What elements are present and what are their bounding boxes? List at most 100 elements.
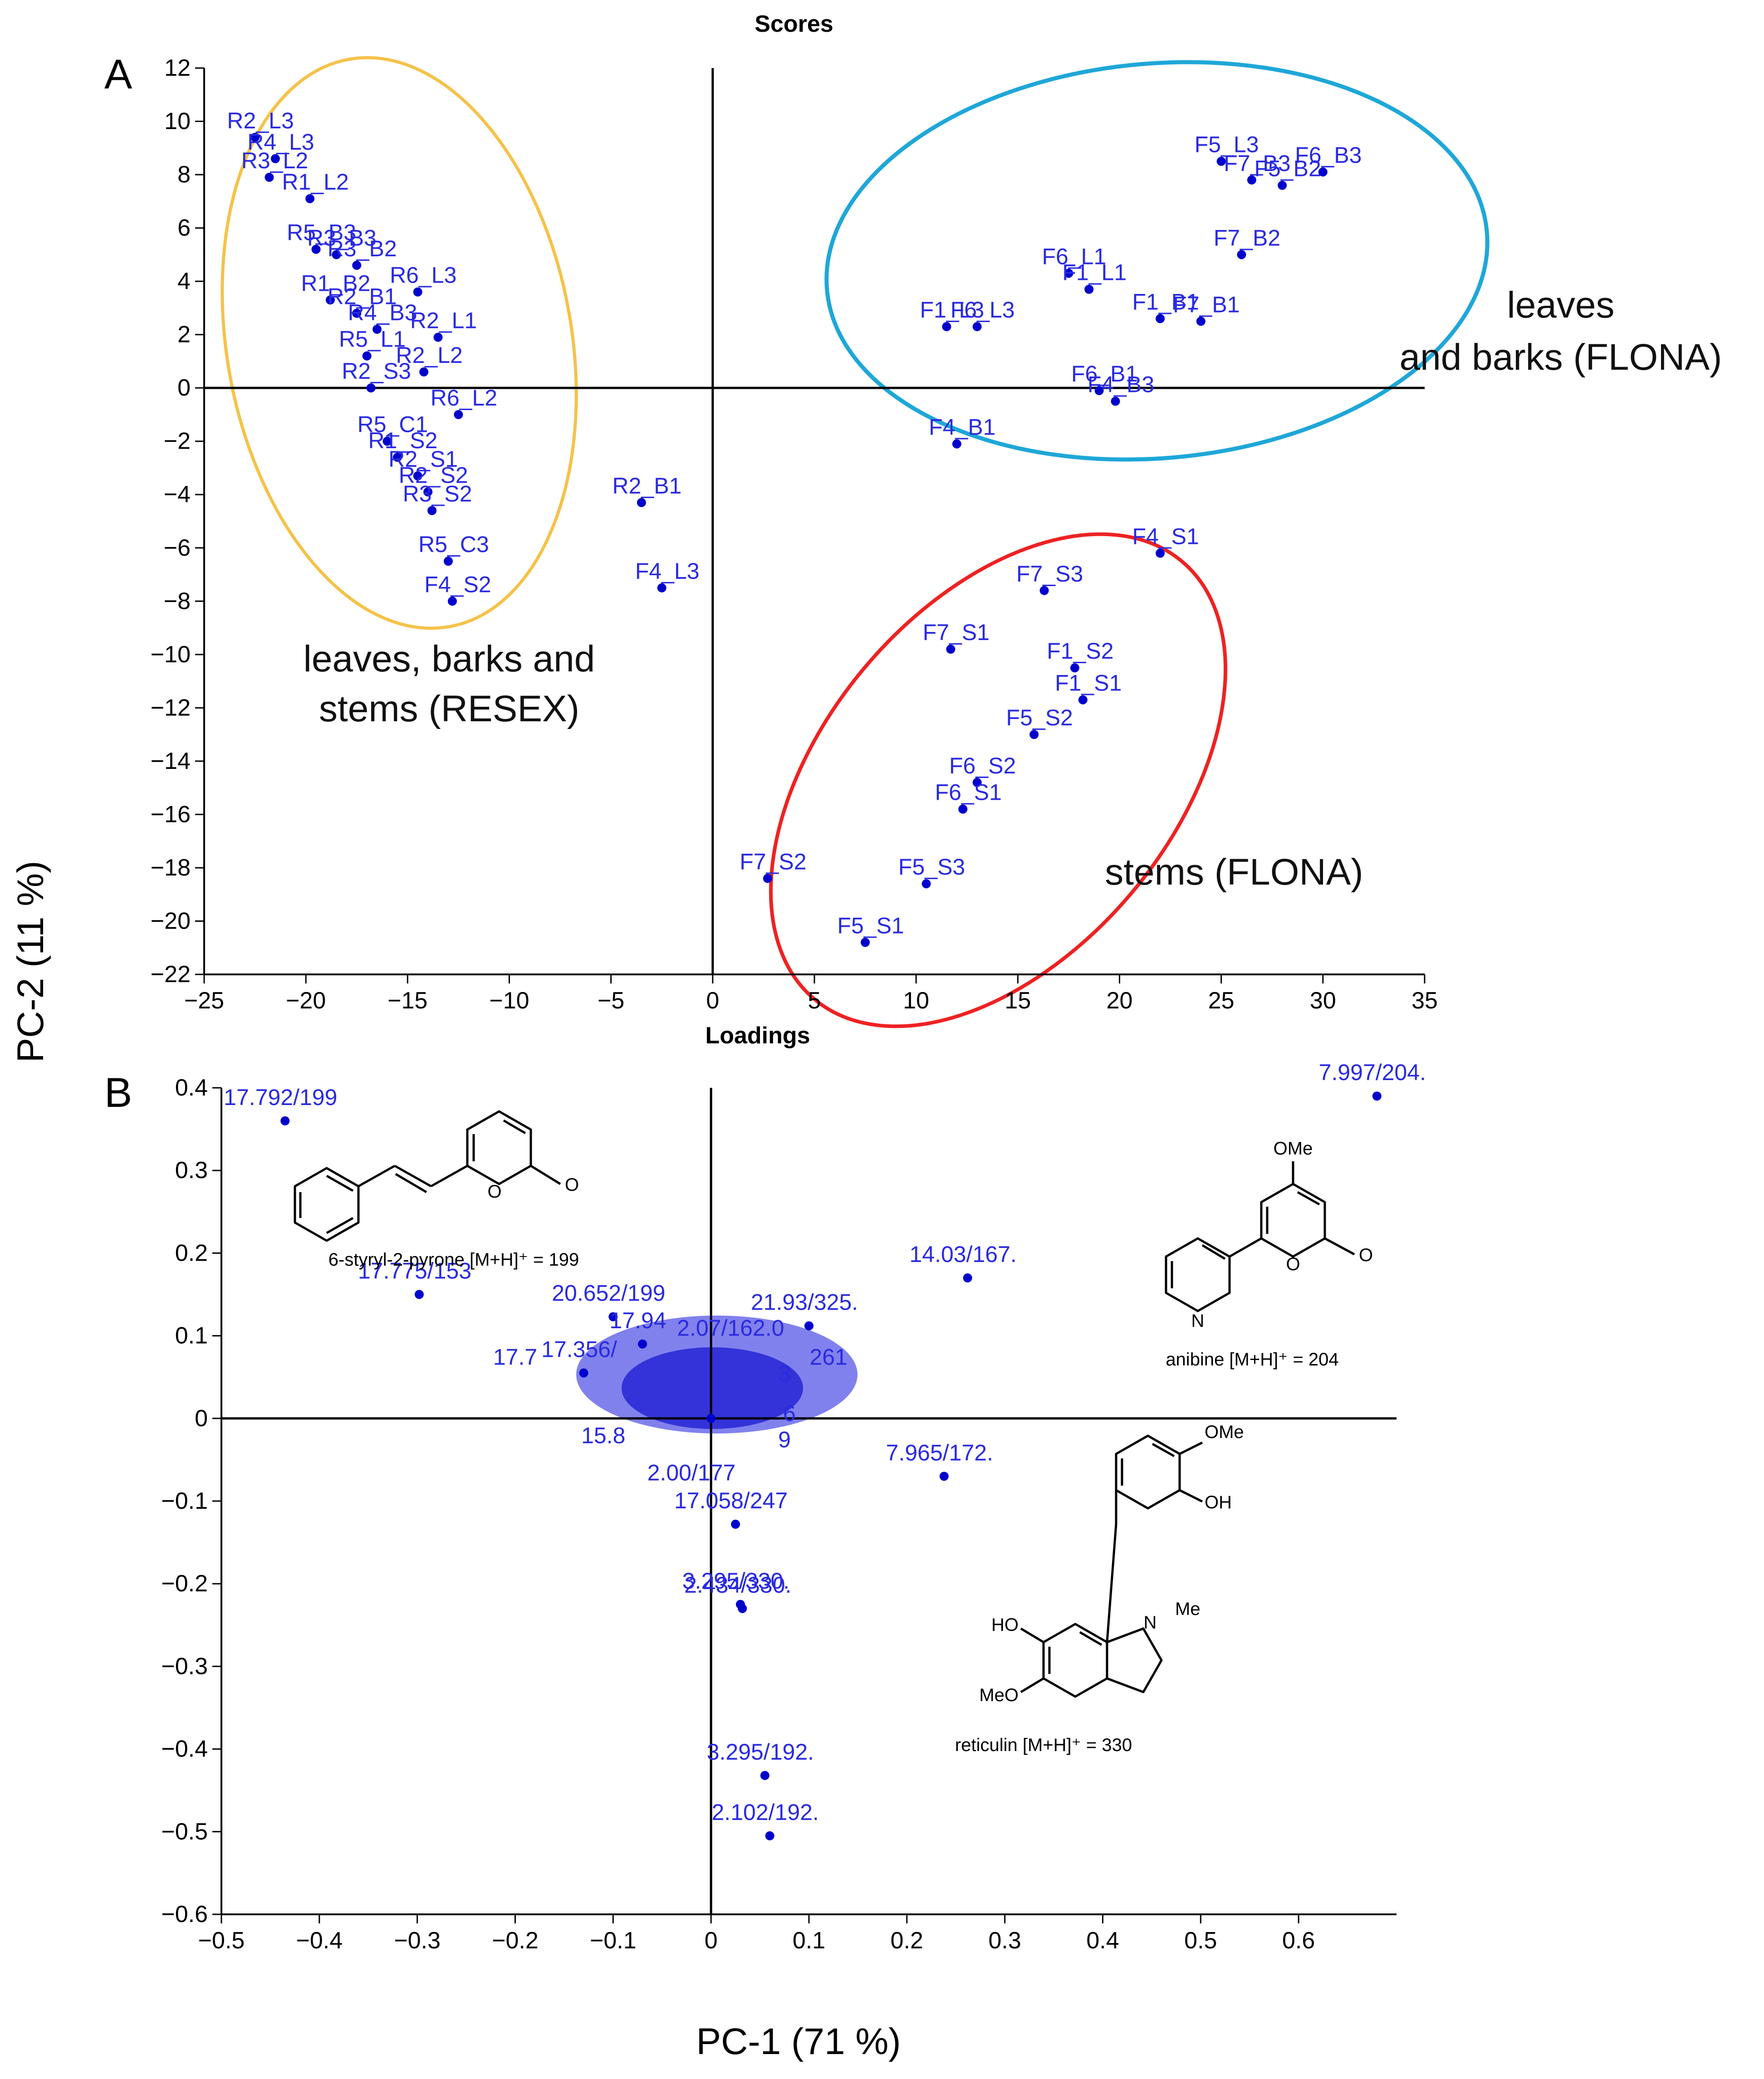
panel-a-data-point: [366, 383, 376, 393]
cluster-point-label: 261: [809, 1344, 847, 1370]
panel-a-y-tick-label: 4: [177, 268, 191, 294]
panel-a-point-label: R6_L2: [431, 385, 497, 411]
panel-a-point-label: F1_B1: [1132, 289, 1199, 314]
panel-b-y-tick-label: −0.6: [161, 1901, 208, 1927]
panel-a-point-label: R3_B3: [307, 225, 377, 250]
panel-a-point-label: R6_L3: [390, 263, 456, 288]
panel-a-point-label: F4_B3: [1088, 372, 1154, 397]
panel-a-point-label: R5_C3: [418, 532, 489, 557]
panel-a-x-tick-label: −20: [286, 988, 326, 1014]
panel-a-y-tick-label: −14: [151, 748, 191, 774]
panel-b-y-tick-label: 0.3: [175, 1157, 208, 1184]
panel-a-point-label: R2_B1: [612, 473, 681, 499]
panel-a-point-label: F5_S2: [1006, 705, 1073, 730]
panel-a-data-point: [763, 874, 772, 883]
cluster-point-label: 2.07/162.0: [677, 1316, 784, 1341]
panel-a-data-point: [1111, 396, 1120, 406]
group-ellipse-flona-stems: [769, 532, 1227, 1028]
panel-a-data-point: [413, 471, 422, 481]
panel-b-point-label: 17.775/153: [358, 1258, 471, 1284]
panel-a-point-label: R2_S2: [399, 462, 468, 488]
panel-a-y-tick-label: −16: [151, 801, 191, 827]
reticulin-oh-label: OH: [1205, 1492, 1232, 1512]
styryl-pyrone-caption: 6-styryl-2-pyrone [M+H]⁺ = 199: [328, 1250, 579, 1270]
panel-a-y-tick-label: −2: [164, 428, 191, 455]
panel-a-x-tick-label: 5: [808, 988, 821, 1014]
panel-b-y-tick-label: 0: [195, 1405, 208, 1432]
panel-a-data-point: [1094, 386, 1104, 396]
panel-a-point-label: F4_B1: [929, 415, 995, 440]
panel-a-data-point: [447, 597, 457, 606]
panel-a-x-tick-label: −5: [598, 988, 624, 1014]
styryl-pyrone-o-ring-label: O: [487, 1182, 501, 1202]
group-label-resex-line2: stems (RESEX): [319, 688, 579, 729]
panel-a-point-label: F1_S2: [1047, 638, 1113, 664]
panel-a-data-point: [433, 333, 443, 342]
panel-a-data-point: [952, 439, 961, 449]
panel-b-x-tick-label: −0.1: [590, 1927, 637, 1954]
panel-b: B −0.5 −0.4 −0.3 −0.2 −0.1 0 0.1 0.2 0.3 0.4 0.5 0.…: [104, 1060, 1426, 1954]
panel-a-point-label: F1_S1: [1055, 670, 1122, 696]
panel-a-axes: −25 −20 −15 −10 −5 0 5 10 15 20 25 30 35−22−20−18−16…: [151, 55, 1438, 1014]
group-label-flona-stems: stems (FLONA): [1105, 851, 1363, 893]
cluster-point-label: 17.7: [493, 1344, 537, 1370]
panel-b-data-point: [963, 1273, 972, 1283]
dense-point-cluster-core: [622, 1347, 803, 1429]
panel-a-data-point: [1064, 269, 1073, 278]
panel-a-data-point: [413, 287, 422, 297]
panel-a-point-label: R2_L2: [396, 342, 463, 368]
panel-b-x-tick-label: 0.6: [1282, 1927, 1315, 1954]
panel-b-point-label: 20.652/199: [552, 1281, 665, 1306]
panel-b-x-tick-label: −0.2: [492, 1927, 539, 1954]
reticulin-me-label: Me: [1175, 1599, 1200, 1619]
group-ellipse-flona-leaves-barks: [824, 60, 1490, 462]
panel-b-point-label: 17.792/199: [224, 1085, 337, 1110]
panel-b-y-tick-label: −0.2: [161, 1570, 208, 1597]
panel-a-data-point: [972, 778, 982, 787]
cluster-point-label: 6: [783, 1400, 796, 1426]
panel-a-data-point: [1216, 157, 1226, 166]
panel-a-point-label: R3_L2: [241, 148, 308, 173]
panel-a-point-label: F6_L3: [951, 297, 1015, 323]
panel-b-data-point: [706, 1414, 716, 1423]
panel-a-y-tick-label: −18: [151, 855, 191, 881]
panel-a-data-point: [250, 132, 260, 142]
panel-a-data-point: [427, 506, 437, 515]
anibine-n-label: N: [1191, 1311, 1205, 1331]
panel-a-title: Scores: [755, 11, 833, 37]
panel-a-x-tick-label: −25: [184, 988, 224, 1014]
panel-a-data-point: [332, 250, 341, 259]
panel-b-data-point: [608, 1312, 618, 1321]
x-axis-title: PC-1 (71 %): [696, 2021, 901, 2062]
panel-a-point-label: F5_B2: [1254, 156, 1321, 181]
panel-a-x-tick-label: 15: [1004, 988, 1031, 1014]
panel-a-point-label: R3_S2: [403, 481, 472, 506]
panel-a-y-tick-label: 12: [164, 55, 191, 81]
panel-a-data-point: [1318, 167, 1328, 177]
panel-a-y-tick-label: 10: [164, 108, 191, 135]
panel-a-point-label: F7_B1: [1173, 292, 1240, 317]
panel-a-point-label: F1_L1: [1062, 260, 1127, 285]
panel-b-axes: −0.5 −0.4 −0.3 −0.2 −0.1 0 0.1 0.2 0.3 0.4 0.5 0.6 −…: [161, 1075, 1396, 1954]
panel-a-data-point: [392, 452, 402, 462]
panel-a-data-point: [372, 324, 382, 334]
structure-anibine: OMe O O N anibine [M+H]⁺ = 204: [1165, 1139, 1373, 1370]
panel-a-data-point: [270, 154, 280, 163]
panel-b-point-label: 17.356/: [541, 1337, 617, 1362]
panel-a-x-tick-label: 10: [903, 988, 929, 1014]
panel-a-point-label: F7_B2: [1214, 225, 1280, 250]
reticulin-caption: reticulin [M+H]⁺ = 330: [955, 1735, 1132, 1755]
panel-a-data-point: [1084, 284, 1094, 294]
panel-a-x-tick-label: 35: [1411, 988, 1438, 1014]
reticulin-ome-label: OMe: [1205, 1422, 1244, 1442]
panel-a-point-label: R5_L1: [339, 327, 406, 352]
panel-a-data-point: [1247, 175, 1256, 185]
panel-a: A Scores Loadings leaves, barks and stem…: [104, 11, 1722, 1049]
panel-a-y-tick-label: −4: [164, 481, 191, 508]
panel-a-x-label: Loadings: [705, 1022, 810, 1049]
panel-a-data-point: [444, 557, 453, 566]
panel-a-point-label: R2_B1: [328, 284, 397, 309]
panel-b-points: 17.792/199 17.775/153 20.652/199 14.03/167.…: [224, 1060, 1426, 1840]
group-label-flona-lb-line1: leaves: [1507, 284, 1614, 326]
